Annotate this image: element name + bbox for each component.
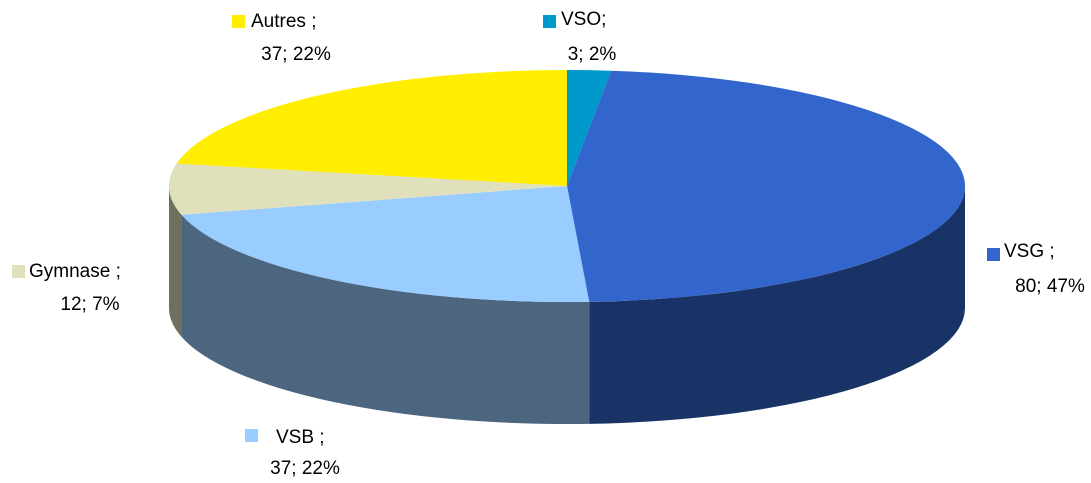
slice-side: [169, 186, 182, 337]
category-label: VSB ;: [276, 427, 325, 448]
legend-swatch: [987, 248, 1000, 261]
value-label: 3; 2%: [568, 44, 617, 65]
slice: [567, 70, 966, 302]
slice: [181, 186, 590, 302]
legend-swatch: [245, 429, 258, 442]
slice: [168, 163, 567, 215]
slice-side: [181, 214, 590, 425]
slice: [176, 70, 568, 186]
category-label: VSO;: [561, 9, 606, 30]
category-label: Gymnase ;: [29, 261, 121, 282]
value-label: 37; 22%: [261, 44, 331, 65]
category-label: Autres ;: [251, 11, 316, 32]
slice-side: [589, 186, 965, 424]
value-label: 12; 7%: [60, 294, 119, 315]
value-label: 37; 22%: [270, 458, 340, 479]
legend-swatch: [543, 15, 556, 28]
category-label: VSG ;: [1004, 241, 1055, 262]
legend-swatch: [232, 15, 245, 28]
slice: [567, 70, 612, 186]
value-label: 80; 47%: [1015, 276, 1085, 297]
legend-swatch: [12, 265, 25, 278]
